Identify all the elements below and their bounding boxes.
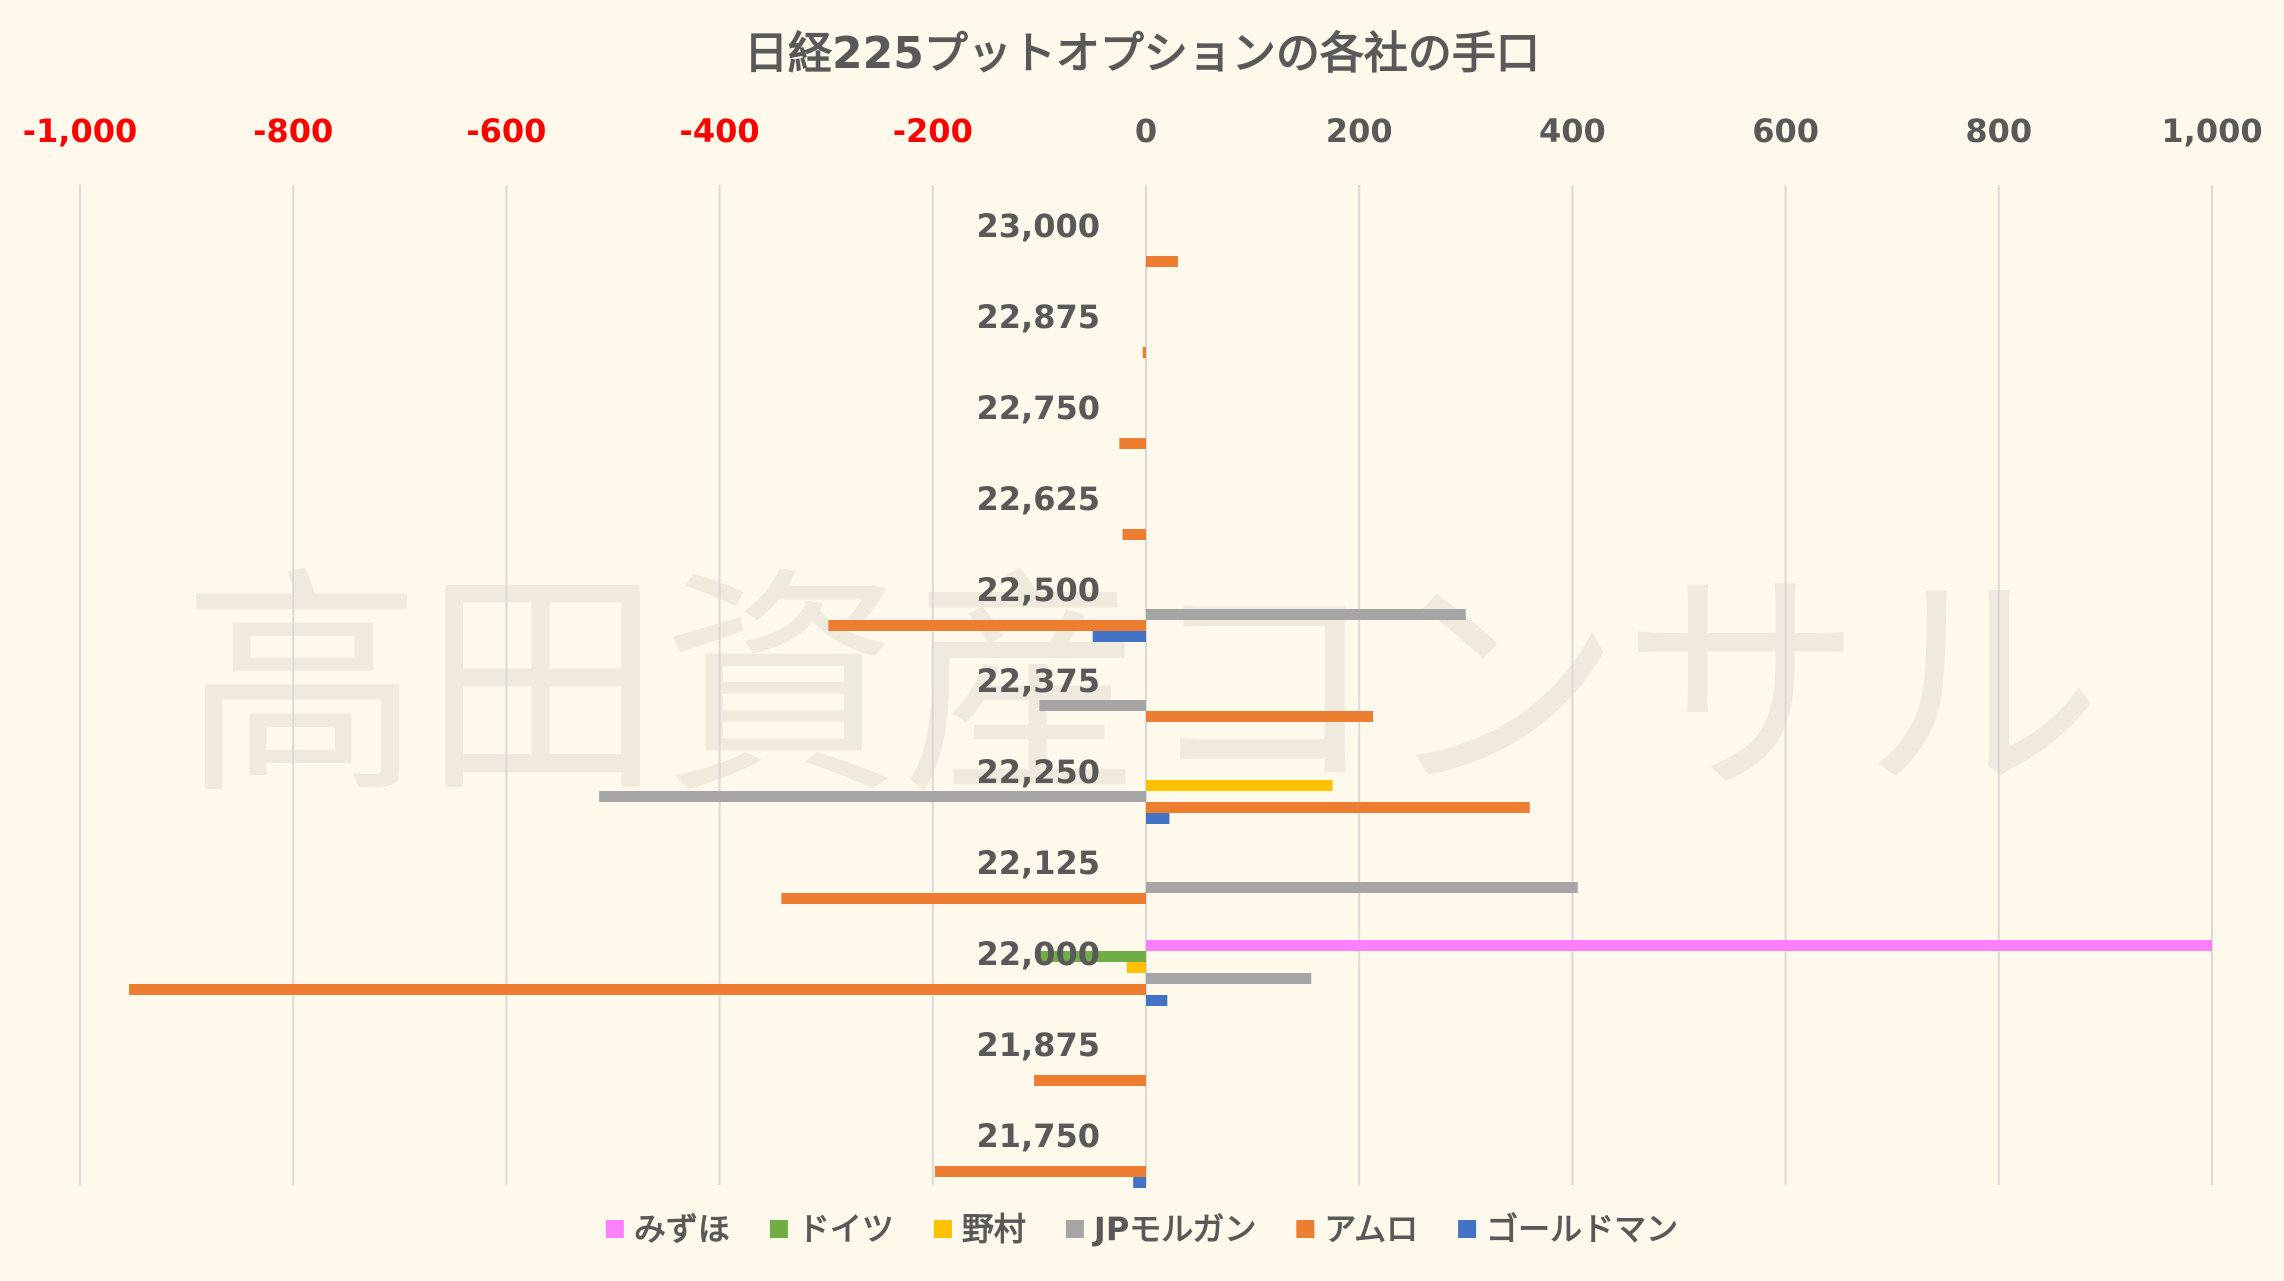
legend-label: みずほ <box>634 1210 730 1248</box>
y-tick-label: 22,125 <box>977 844 1100 882</box>
bar <box>599 791 1146 802</box>
bar <box>1034 1075 1146 1086</box>
legend-swatch <box>933 1220 952 1238</box>
bar <box>1119 438 1146 449</box>
bar <box>1142 347 1146 358</box>
x-tick-label: -800 <box>253 112 333 150</box>
bar <box>1146 973 1312 984</box>
bar <box>1146 609 1466 620</box>
y-tick-label: 22,250 <box>977 753 1100 791</box>
legend-swatch <box>769 1220 788 1238</box>
bar <box>1146 256 1178 267</box>
legend-label: ドイツ <box>798 1210 894 1248</box>
bar <box>1146 995 1168 1006</box>
bar <box>1122 529 1146 540</box>
bars <box>129 256 2212 1188</box>
y-tick-label: 23,000 <box>977 207 1100 245</box>
y-axis-ticks: 23,000 22,875 22,750 22,625 22,500 22,375 22,2… <box>977 207 1100 1155</box>
bar <box>781 893 1146 904</box>
bar <box>1146 940 2212 951</box>
bar <box>1146 802 1530 813</box>
x-tick-label: 400 <box>1539 112 1606 150</box>
y-tick-label: 21,875 <box>977 1026 1100 1064</box>
x-tick-label: -1,000 <box>23 112 138 150</box>
legend-label: アムロ <box>1324 1210 1418 1248</box>
x-tick-label: -600 <box>466 112 546 150</box>
x-tick-label: 1,000 <box>2161 112 2262 150</box>
legend-label: 野村 <box>962 1210 1026 1248</box>
bar <box>1126 962 1146 973</box>
legend-swatch <box>1458 1220 1477 1238</box>
legend-item: JPモルガン <box>1065 1210 1256 1248</box>
x-tick-label: -200 <box>893 112 973 150</box>
y-tick-label: 22,500 <box>977 571 1100 609</box>
bar <box>129 984 1146 995</box>
bar <box>1092 631 1146 642</box>
chart-title: 日経225プットオプションの各社の手口 <box>744 28 1540 79</box>
bar <box>1133 1177 1146 1188</box>
y-tick-label: 22,375 <box>977 662 1100 700</box>
y-tick-label: 22,875 <box>977 298 1100 336</box>
bar <box>828 620 1146 631</box>
bar <box>1146 813 1170 824</box>
bar <box>1039 951 1146 962</box>
legend-label: ゴールドマン <box>1486 1210 1678 1248</box>
legend-item: アムロ <box>1296 1210 1418 1248</box>
legend: みずほ ドイツ 野村 JPモルガン アムロ ゴールドマン <box>605 1210 1678 1248</box>
legend-item: 野村 <box>933 1210 1026 1248</box>
x-tick-label: 0 <box>1135 112 1157 150</box>
x-axis-ticks: -1,000 -800 -600 -400 -200 0 200 400 600 800 1,000 <box>23 112 2263 150</box>
legend-item: ドイツ <box>769 1210 894 1248</box>
legend-label: JPモルガン <box>1092 1210 1256 1248</box>
y-tick-label: 22,000 <box>977 935 1100 973</box>
y-tick-label: 21,750 <box>977 1117 1100 1155</box>
legend-item: ゴールドマン <box>1458 1210 1678 1248</box>
x-tick-label: -400 <box>680 112 760 150</box>
watermark: 高田資産コンサル <box>182 547 2102 827</box>
legend-swatch <box>605 1220 624 1238</box>
x-tick-label: 800 <box>1965 112 2032 150</box>
bar <box>1146 711 1374 722</box>
bar <box>1146 780 1333 791</box>
bar <box>1039 700 1146 711</box>
x-tick-label: 200 <box>1326 112 1393 150</box>
legend-swatch <box>1065 1220 1084 1238</box>
legend-item: みずほ <box>605 1210 730 1248</box>
legend-swatch <box>1296 1220 1315 1238</box>
y-tick-label: 22,625 <box>977 480 1100 518</box>
x-tick-label: 600 <box>1752 112 1819 150</box>
bar <box>934 1166 1146 1177</box>
bar <box>1146 882 1578 893</box>
y-tick-label: 22,750 <box>977 389 1100 427</box>
